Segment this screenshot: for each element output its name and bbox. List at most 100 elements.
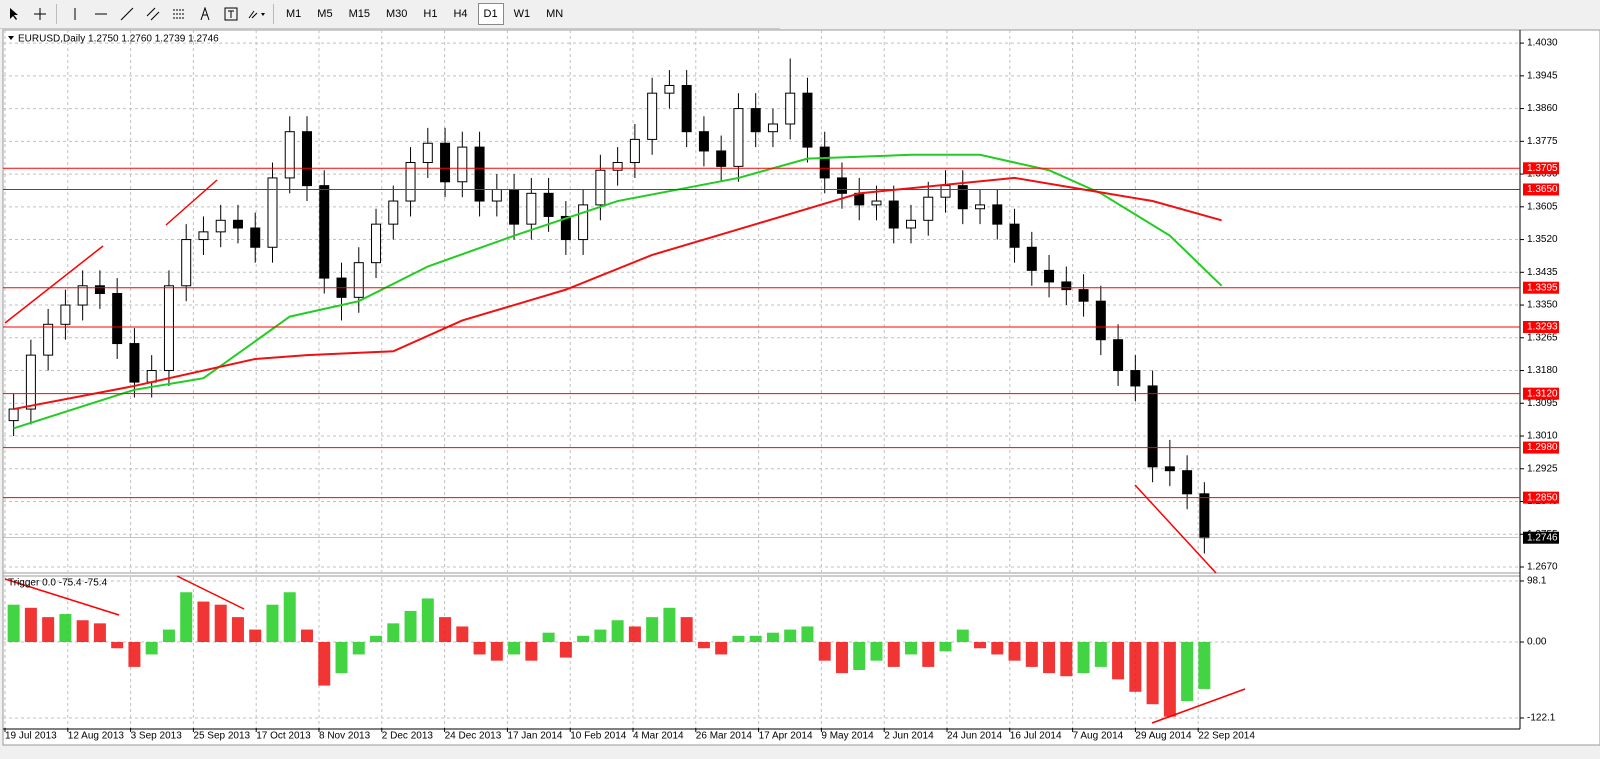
candle-body bbox=[353, 262, 364, 298]
timeframe-button[interactable]: M30 bbox=[385, 8, 408, 20]
candle-body bbox=[215, 219, 226, 233]
candle-body bbox=[1199, 493, 1210, 539]
channel-tool[interactable] bbox=[141, 3, 165, 25]
indicator-bar bbox=[318, 642, 331, 686]
candle-body bbox=[716, 150, 727, 167]
timeframe-button[interactable]: H4 bbox=[453, 8, 468, 20]
candle-body bbox=[940, 185, 951, 198]
level-label-box bbox=[1523, 491, 1559, 504]
candle-body bbox=[802, 92, 813, 148]
indicator-bar bbox=[887, 642, 900, 667]
indicator-bar bbox=[559, 642, 572, 658]
candle-body bbox=[77, 285, 88, 306]
arrows-tool[interactable] bbox=[245, 3, 269, 25]
indicator-bar bbox=[76, 620, 89, 643]
trendline-tool[interactable] bbox=[115, 3, 139, 25]
x-tick-label: 25 Sep 2013 bbox=[193, 731, 250, 742]
indicator-bar bbox=[145, 642, 158, 655]
cursor-tool[interactable] bbox=[2, 3, 26, 25]
indicator-bar bbox=[24, 607, 37, 643]
timeframe-button[interactable]: W1 bbox=[513, 8, 531, 20]
candle-body bbox=[405, 162, 416, 202]
candle-body bbox=[146, 370, 157, 383]
indicator-bar bbox=[7, 604, 20, 643]
level-label: 1.3120 bbox=[1527, 388, 1558, 399]
chart: EURUSD,Daily 1.2750 1.2760 1.2739 1.2746… bbox=[2, 29, 1600, 746]
candle-body bbox=[60, 304, 71, 325]
candle-body bbox=[888, 200, 899, 229]
grid bbox=[3, 30, 1520, 728]
indicator-bar bbox=[835, 642, 848, 674]
x-tick-label: 2 Dec 2013 bbox=[382, 731, 434, 742]
candle-body bbox=[767, 123, 778, 133]
candle-body bbox=[1182, 470, 1193, 495]
indicator-bar bbox=[732, 635, 745, 643]
collapse-arrow[interactable] bbox=[8, 36, 14, 40]
y-tick-label: 1.3775 bbox=[1527, 136, 1558, 147]
indicator-bar bbox=[180, 592, 193, 643]
candle-body bbox=[440, 142, 451, 183]
indicator-bar bbox=[231, 617, 244, 643]
indicator-bar bbox=[749, 635, 762, 643]
timeframe-button[interactable]: MN bbox=[546, 8, 564, 20]
indicator-bar bbox=[301, 629, 313, 643]
timeframe-button[interactable]: D1 bbox=[477, 3, 504, 25]
candle-body bbox=[1061, 281, 1072, 291]
candle-body bbox=[819, 146, 830, 179]
crosshair-tool[interactable] bbox=[28, 3, 52, 25]
candle-body bbox=[560, 215, 571, 241]
y-tick-label: 1.3180 bbox=[1527, 365, 1558, 376]
indicator-bar bbox=[473, 642, 486, 655]
indicator-bar bbox=[905, 642, 917, 655]
candle-body bbox=[198, 231, 209, 241]
indicator-bar bbox=[870, 642, 883, 661]
timeframe-button[interactable]: H1 bbox=[423, 8, 438, 20]
candle-body bbox=[474, 146, 485, 202]
indicator-bar bbox=[370, 635, 383, 643]
indicator-bar bbox=[1008, 642, 1021, 661]
x-tick-label: 29 Aug 2014 bbox=[1135, 731, 1192, 742]
candle-body bbox=[578, 204, 589, 241]
indicator-bar bbox=[956, 629, 969, 643]
candle-body bbox=[8, 408, 19, 422]
level-label: 1.2980 bbox=[1527, 442, 1558, 453]
indicator-bar bbox=[266, 604, 279, 643]
indicator-bar bbox=[663, 607, 676, 643]
text-tool[interactable] bbox=[193, 3, 217, 25]
trendline bbox=[176, 575, 245, 610]
x-tick-label: 8 Nov 2013 bbox=[319, 731, 371, 742]
vertical-line-tool[interactable] bbox=[63, 3, 87, 25]
indicator-bar bbox=[646, 617, 659, 643]
timeframe-button[interactable]: M15 bbox=[348, 8, 370, 20]
indicator-bar bbox=[784, 629, 797, 643]
x-tick-label: 24 Dec 2013 bbox=[445, 731, 502, 742]
indicator-bar bbox=[1043, 642, 1056, 674]
indicator-bar bbox=[404, 610, 417, 643]
level-label: 1.3650 bbox=[1527, 184, 1558, 195]
candle-body bbox=[836, 177, 847, 194]
candle-body bbox=[526, 192, 537, 225]
candle-body bbox=[595, 169, 606, 206]
label-tool[interactable] bbox=[219, 3, 243, 25]
x-tick-label: 7 Aug 2014 bbox=[1073, 731, 1124, 742]
x-tick-label: 17 Apr 2014 bbox=[759, 731, 813, 742]
timeframe-button[interactable]: M1 bbox=[286, 8, 302, 20]
candle-body bbox=[43, 323, 54, 356]
indicator-bar bbox=[59, 614, 72, 643]
indicator-bar bbox=[801, 626, 814, 643]
candle-body bbox=[612, 162, 623, 171]
x-tick-label: 4 Mar 2014 bbox=[633, 731, 684, 742]
indicator-bar bbox=[1077, 642, 1090, 674]
level-label-box bbox=[1523, 441, 1559, 454]
timeframes: M1 M5 M15 M30 H1 H4 D1 W1 MN bbox=[278, 3, 571, 25]
candle-body bbox=[129, 343, 140, 383]
timeframe-button[interactable]: M5 bbox=[317, 8, 333, 20]
indicator-bar bbox=[715, 642, 728, 655]
fibo-tool[interactable] bbox=[167, 3, 191, 25]
indicator-bar bbox=[611, 620, 624, 643]
indicator-bar bbox=[490, 642, 503, 661]
candle-body bbox=[975, 204, 986, 210]
indicator-bar bbox=[352, 642, 365, 655]
horizontal-line-tool[interactable] bbox=[89, 3, 113, 25]
y-tick-label: 1.3860 bbox=[1527, 103, 1558, 114]
